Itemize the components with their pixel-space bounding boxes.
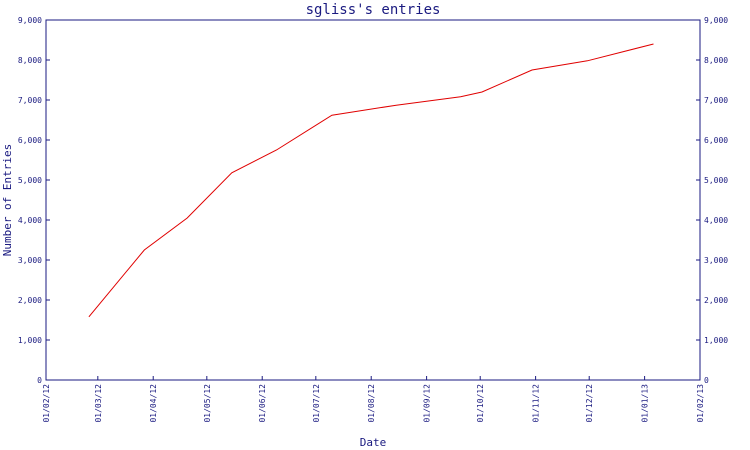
x-tick-label: 01/01/13 [641,384,650,423]
y-tick-label-left: 9,000 [18,16,42,25]
y-tick-label-left: 2,000 [18,296,42,305]
series-line-0 [88,43,654,318]
x-tick-label: 01/06/12 [258,384,267,423]
x-tick-label: 01/03/12 [94,384,103,423]
y-tick-label-left: 0 [37,376,42,385]
y-tick-label-right: 9,000 [704,16,728,25]
y-tick-label-left: 6,000 [18,136,42,145]
y-tick-label-right: 1,000 [704,336,728,345]
y-tick-label-left: 8,000 [18,56,42,65]
y-tick-label-right: 2,000 [704,296,728,305]
y-axis-label: Number of Entries [1,144,14,257]
x-tick-label: 01/12/12 [585,384,594,423]
y-tick-label-right: 6,000 [704,136,728,145]
y-tick-label-left: 7,000 [18,96,42,105]
y-tick-label-right: 4,000 [704,216,728,225]
y-tick-label-left: 5,000 [18,176,42,185]
x-tick-label: 01/05/12 [203,384,212,423]
y-tick-label-right: 7,000 [704,96,728,105]
x-tick-label: 01/11/12 [532,384,541,423]
x-tick-label: 01/10/12 [476,384,485,423]
x-tick-label: 01/09/12 [423,384,432,423]
x-tick-label: 01/08/12 [367,384,376,423]
y-tick-label-left: 3,000 [18,256,42,265]
y-tick-label-right: 8,000 [704,56,728,65]
y-ticks-left: 0 1,000 2,000 3,000 4,000 5,000 6,000 7,000 8,00… [18,16,50,385]
x-tick-label: 01/04/12 [149,384,158,423]
y-tick-label-right: 3,000 [704,256,728,265]
x-tick-label: 01/02/13 [696,384,705,423]
plot-area [45,19,701,381]
x-ticks: 01/02/12 01/03/12 01/04/12 01/05/12 01/06/12… [42,376,705,423]
y-ticks-right: 0 1,000 2,000 3,000 4,000 5,000 6,000 7,000 8,00… [696,16,728,385]
y-tick-label-right: 0 [704,376,709,385]
x-tick-label: 01/02/12 [42,384,51,423]
chart-title: sgliss's entries [306,2,441,18]
series-layer [88,43,654,318]
y-tick-label-right: 5,000 [704,176,728,185]
x-tick-label: 01/07/12 [312,384,321,423]
y-tick-label-left: 4,000 [18,216,42,225]
y-tick-label-left: 1,000 [18,336,42,345]
x-axis-label: Date [360,436,387,449]
